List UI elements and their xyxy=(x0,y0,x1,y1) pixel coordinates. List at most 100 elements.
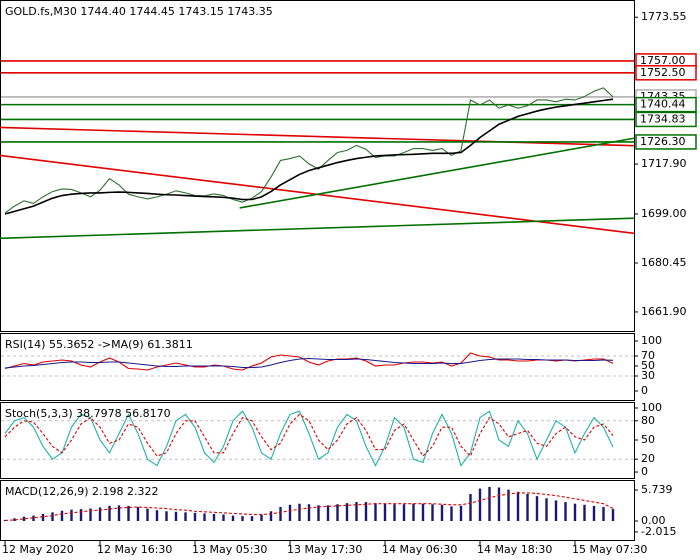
macd-bar xyxy=(269,511,273,521)
level-label-box xyxy=(635,96,697,113)
level-label-box xyxy=(635,134,697,150)
macd-bar xyxy=(412,503,415,521)
macd-bar xyxy=(79,509,83,521)
macd-bar xyxy=(250,516,254,521)
y-tick-label: 0.00 xyxy=(641,514,666,527)
macd-bar xyxy=(345,503,349,521)
macd-bar xyxy=(51,512,54,521)
panel-title: GOLD.fs,M30 1744.40 1744.45 1743.15 1743… xyxy=(5,5,273,18)
level-label-box xyxy=(635,111,697,128)
series-line xyxy=(4,357,614,369)
macd-bar xyxy=(336,504,339,521)
macd-bar xyxy=(98,507,102,521)
macd-bar xyxy=(298,503,301,521)
macd-bar xyxy=(611,509,615,521)
x-tick-label: 14 May 06:30 xyxy=(382,543,457,556)
macd-bar xyxy=(184,512,187,521)
macd-bar xyxy=(516,491,520,521)
y-tick-label: 100 xyxy=(641,401,662,414)
macd-bar xyxy=(317,505,320,521)
macd-panel xyxy=(0,480,635,541)
level-label: 1752.50 xyxy=(640,66,686,79)
macd-bar xyxy=(526,493,529,521)
level-label: 1726.30 xyxy=(640,135,686,148)
macd-bar xyxy=(355,502,358,521)
macd-bar xyxy=(41,513,45,521)
macd-bar xyxy=(554,500,558,521)
macd-bar xyxy=(535,496,539,521)
y-tick-label: 1699.00 xyxy=(641,207,687,220)
macd-bar xyxy=(364,502,368,521)
macd-bar xyxy=(70,509,73,521)
macd-bar xyxy=(279,506,282,521)
level-label: 1757.00 xyxy=(640,54,686,67)
macd-bar xyxy=(431,504,434,521)
macd-bar xyxy=(136,506,140,521)
macd-bar xyxy=(117,505,121,521)
level-label-box xyxy=(635,65,697,81)
macd-bar xyxy=(288,504,292,521)
macd-bar xyxy=(440,504,444,521)
macd-bar xyxy=(212,513,216,521)
macd-bar xyxy=(383,503,387,521)
y-tick-label: 1680.45 xyxy=(641,256,687,269)
macd-bar xyxy=(108,505,111,521)
y-tick-label: 80 xyxy=(641,414,655,427)
macd-bar xyxy=(402,504,406,521)
y-tick-label: 0 xyxy=(641,465,648,478)
macd-bar xyxy=(146,508,149,521)
macd-bar xyxy=(497,487,501,521)
macd-bar xyxy=(13,518,16,521)
macd-bar xyxy=(241,516,244,521)
macd-bar xyxy=(193,512,197,521)
macd-bar xyxy=(60,510,64,521)
macd-bar xyxy=(488,486,491,521)
macd-bar xyxy=(459,505,463,521)
series-line xyxy=(4,98,614,215)
macd-bar xyxy=(155,510,159,521)
panel-title: Stoch(5,3,3) 38.7978 56.8170 xyxy=(5,407,171,420)
x-tick-label: 13 May 17:30 xyxy=(287,543,362,556)
y-tick-label: -2.015 xyxy=(641,525,676,538)
macd-bar xyxy=(469,493,472,521)
y-tick-label: 0 xyxy=(641,384,648,397)
macd-bar xyxy=(127,505,130,521)
macd-bar xyxy=(89,508,92,521)
x-tick-label: 14 May 18:30 xyxy=(477,543,552,556)
y-tick-label: 5.739 xyxy=(641,483,673,496)
y-tick-label: 70 xyxy=(641,349,655,362)
macd-bar xyxy=(22,516,26,521)
macd-bar xyxy=(592,505,596,521)
y-tick-label: 100 xyxy=(641,334,662,347)
macd-bar xyxy=(478,488,482,521)
y-tick-label: 20 xyxy=(641,452,655,465)
macd-bar xyxy=(165,511,168,521)
series-line xyxy=(4,413,614,457)
panel-title: MACD(12,26,9) 2.198 2.322 xyxy=(5,485,159,498)
trend-line xyxy=(239,137,635,209)
macd-bar xyxy=(507,489,510,521)
level-label: 1740.44 xyxy=(640,98,686,111)
series-line xyxy=(4,492,614,522)
y-tick-label: 50 xyxy=(641,433,655,446)
macd-bar xyxy=(326,505,330,521)
y-tick-label: 30 xyxy=(641,369,655,382)
macd-bar xyxy=(564,502,567,521)
y-tick-label: 1661.90 xyxy=(641,305,687,318)
panel-title: RSI(14) 55.3652 ->MA(9) 61.3811 xyxy=(5,338,193,351)
y-tick-label: 50 xyxy=(641,359,655,372)
macd-bar xyxy=(32,515,35,521)
macd-bar xyxy=(602,506,605,521)
trend-line xyxy=(0,217,634,240)
macd-bar xyxy=(450,506,453,521)
macd-bar xyxy=(260,514,263,521)
macd-bar xyxy=(374,503,377,521)
x-tick-label: 13 May 05:30 xyxy=(192,543,267,556)
trend-line xyxy=(0,126,634,147)
x-tick-label: 12 May 2020 xyxy=(2,543,74,556)
x-tick-label: 15 May 07:30 xyxy=(572,543,647,556)
series-line xyxy=(4,87,614,214)
macd-bar xyxy=(583,504,586,521)
macd-bar xyxy=(393,504,396,521)
